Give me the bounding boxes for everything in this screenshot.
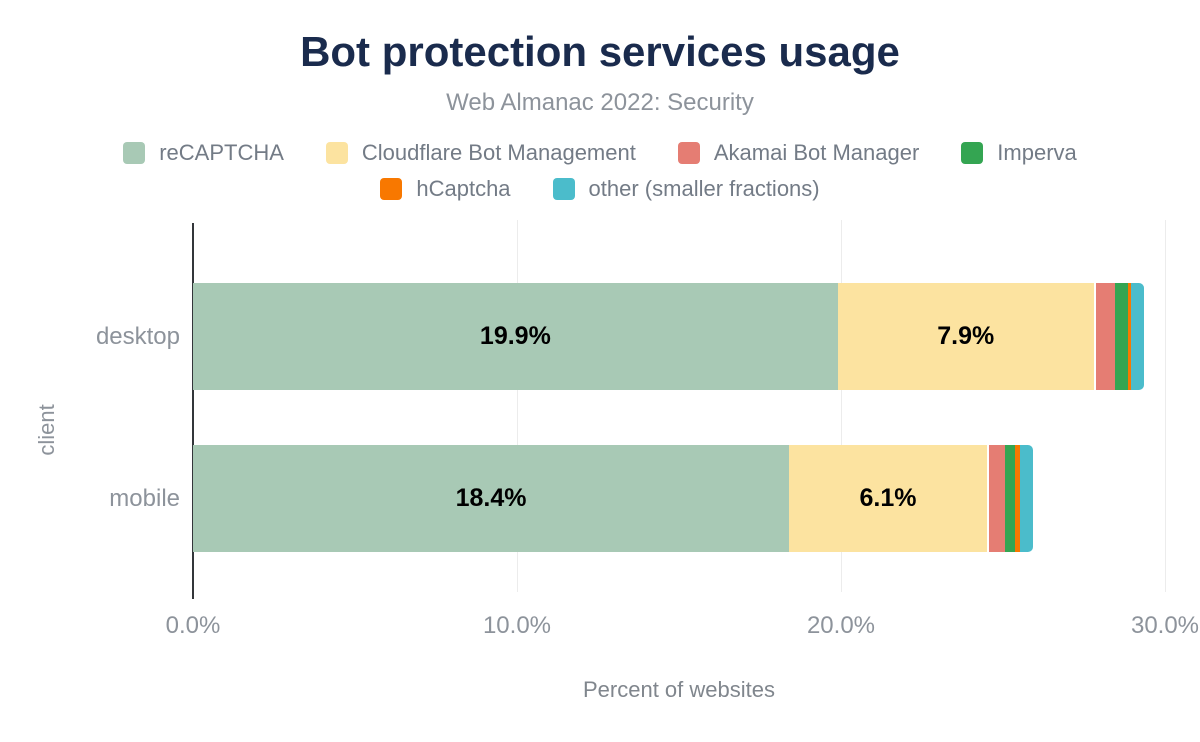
segment-desktop-imperva [1115, 283, 1129, 390]
x-tick-10: 10.0% [482, 612, 552, 639]
legend-label-cloudflare-bot-management: Cloudflare Bot Management [361, 140, 636, 165]
chart-subtitle: Web Almanac 2022: Security [446, 89, 754, 116]
segment-mobile-akamai-bot-manager [988, 445, 1005, 552]
value-label-desktop-recaptcha: 19.9% [479, 322, 551, 350]
legend-swatch-other-smaller-fractions-icon [552, 178, 575, 200]
segment-mobile-other-smaller-fractions [1019, 445, 1033, 552]
segment-desktop-other-smaller-fractions [1131, 283, 1145, 390]
category-label-desktop: desktop [95, 323, 180, 350]
legend-item-akamai-bot-manager: Akamai Bot Manager [677, 140, 920, 166]
legend-swatch-hcaptcha-icon [380, 178, 403, 200]
segment-desktop-akamai-bot-manager [1095, 283, 1116, 390]
gridline-10 [516, 220, 518, 592]
legend-item-cloudflare-bot-management: Cloudflare Bot Management [325, 140, 636, 166]
chart-title: Bot protection services usage [300, 28, 900, 75]
x-axis-title: Percent of websites [583, 677, 775, 702]
segment-mobile-hcaptcha [1014, 445, 1020, 552]
legend: reCAPTCHA Cloudflare Bot Management Akamai… [0, 140, 1200, 202]
gridline-20 [840, 220, 842, 592]
legend-swatch-recaptcha-icon [123, 142, 146, 164]
category-label-mobile: mobile [109, 485, 180, 512]
segment-mobile-imperva [1004, 445, 1015, 552]
value-label-mobile-recaptcha: 18.4% [455, 484, 527, 512]
value-label-desktop-cloudflare-bot-management: 7.9% [937, 322, 995, 350]
segment-desktop-recaptcha: 19.9% [193, 283, 838, 390]
segment-desktop-hcaptcha [1128, 283, 1132, 390]
legend-row-1: reCAPTCHA Cloudflare Bot Management Akamai… [123, 140, 1077, 166]
x-tick-30: 30.0% [1130, 612, 1200, 639]
bar-desktop: 19.9% 7.9% [193, 283, 1165, 390]
legend-label-hcaptcha: hCaptcha [416, 176, 511, 201]
legend-swatch-akamai-bot-manager-icon [677, 142, 700, 164]
legend-label-recaptcha: reCAPTCHA [159, 140, 284, 165]
legend-swatch-imperva-icon [961, 142, 984, 164]
legend-label-other-smaller-fractions: other (smaller fractions) [588, 176, 820, 201]
legend-item-imperva: Imperva [961, 140, 1077, 166]
value-label-mobile-cloudflare-bot-management: 6.1% [859, 484, 917, 512]
legend-item-hcaptcha: hCaptcha [380, 176, 511, 202]
segment-mobile-recaptcha: 18.4% [193, 445, 790, 552]
legend-row-2: hCaptcha other (smaller fractions) [380, 176, 820, 202]
legend-label-imperva: Imperva [997, 140, 1077, 165]
plot-area: 19.9% 7.9% 18.4% 6.1% [192, 220, 1166, 599]
segment-mobile-cloudflare-bot-management: 6.1% [789, 445, 987, 552]
x-tick-20: 20.0% [806, 612, 876, 639]
legend-item-recaptcha: reCAPTCHA [123, 140, 284, 166]
bar-mobile: 18.4% 6.1% [193, 445, 1165, 552]
legend-swatch-cloudflare-bot-management-icon [325, 142, 348, 164]
gridline-30 [1165, 220, 1166, 592]
y-axis-title: client [34, 404, 59, 456]
x-axis-tick-labels: 0.0% 10.0% 20.0% 30.0% [166, 612, 1199, 642]
legend-label-akamai-bot-manager: Akamai Bot Manager [713, 140, 920, 165]
y-axis-category-labels: desktop mobile [0, 0, 180, 742]
legend-item-other-smaller-fractions: other (smaller fractions) [552, 176, 820, 202]
x-tick-0: 0.0% [165, 612, 221, 639]
y-axis-line [192, 223, 194, 599]
segment-desktop-cloudflare-bot-management: 7.9% [837, 283, 1094, 390]
